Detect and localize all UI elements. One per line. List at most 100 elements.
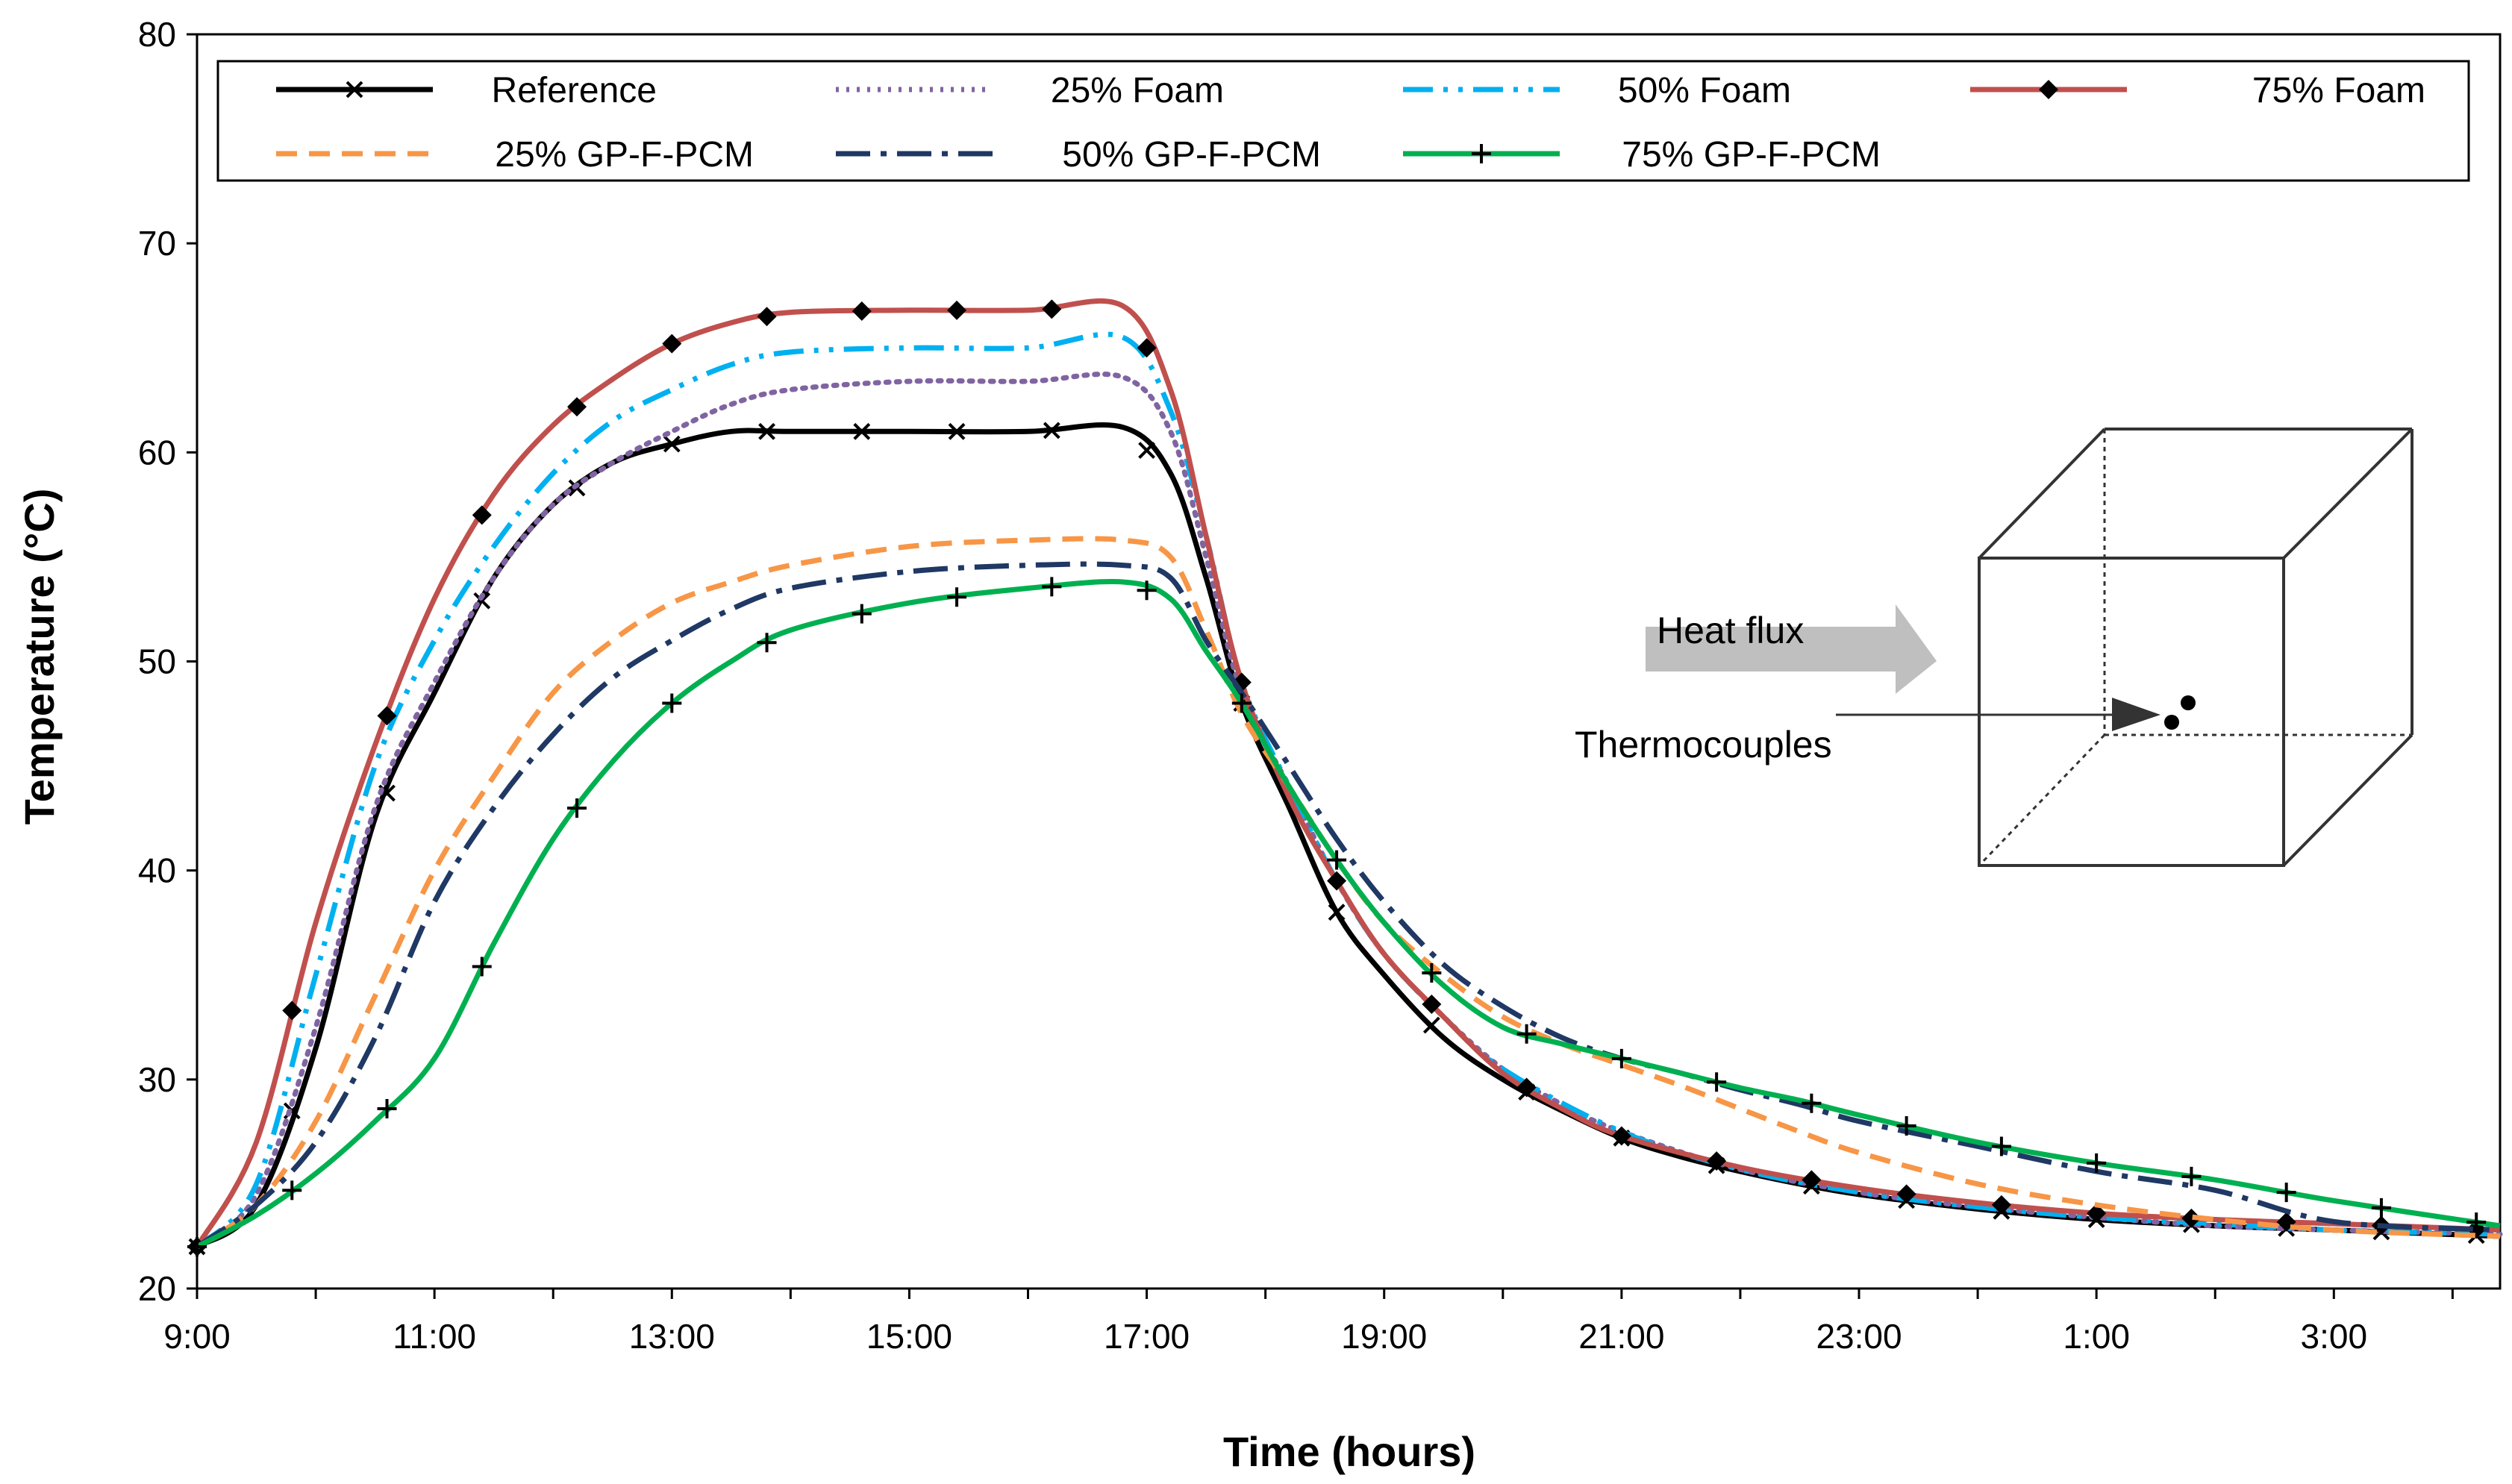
x-tick-label: 13:00: [629, 1317, 715, 1356]
series-marker: [567, 397, 587, 417]
y-tick-label: 50: [138, 642, 176, 681]
series-marker: [2466, 1212, 2487, 1233]
thermocouple-pointer-arrowhead-icon: [2112, 698, 2160, 731]
series-marker: [1707, 1151, 1727, 1171]
series-marker: [1991, 1136, 2011, 1156]
series-marker: [1896, 1184, 1916, 1204]
y-tick-label: 20: [138, 1269, 176, 1308]
series-marker: [1327, 850, 1347, 870]
series-marker: [1422, 962, 1442, 983]
x-tick-label: 9:00: [163, 1317, 231, 1356]
series-marker: [663, 435, 681, 453]
thermocouple-dot-2: [2164, 715, 2179, 730]
series-marker: [1611, 1126, 1631, 1146]
series-marker: [758, 422, 775, 440]
series-marker: [1328, 904, 1346, 921]
series-marker: [947, 300, 967, 320]
y-tick-label: 80: [138, 15, 176, 54]
series-marker: [567, 798, 587, 818]
series-marker: [1422, 1016, 1440, 1034]
series-25-foam: [194, 372, 2503, 1250]
series-marker: [662, 334, 682, 354]
y-axis-title: Temperature (°C): [16, 489, 63, 825]
series-marker: [282, 1001, 302, 1021]
series-marker: [947, 587, 967, 607]
series-marker: [377, 706, 397, 726]
y-axis-ticks: 20 30 40 50 60 70 80: [138, 15, 197, 1308]
legend-marker: [1472, 144, 1491, 163]
series-marker: [1802, 1170, 1822, 1190]
series-marker: [1707, 1072, 1727, 1092]
series-marker: [1138, 442, 1155, 459]
series-marker: [2181, 1208, 2202, 1228]
series-50-gp-f-pcm: [195, 561, 2501, 1249]
series-marker: [1042, 299, 1062, 319]
series-marker: [2276, 1183, 2296, 1203]
cube-inset-diagram: Heat flux Thermocouples: [1575, 428, 2413, 867]
series-marker: [1896, 1116, 1916, 1136]
series-marker: [1516, 1024, 1537, 1044]
cube-icon: [1978, 428, 2413, 867]
legend-label: 50% GP-F-PCM: [1062, 135, 1321, 175]
series-marker: [1991, 1195, 2011, 1215]
series-marker: [377, 1099, 397, 1119]
x-tick-label: 23:00: [1816, 1317, 1902, 1356]
y-tick-label: 40: [138, 851, 176, 890]
legend: Reference 25% Foam 50% Foam 75% Foam 25% GP-…: [216, 60, 2470, 182]
series-marker: [1043, 422, 1060, 439]
series-marker: [948, 422, 966, 440]
series-marker: [2181, 1166, 2202, 1186]
y-tick-label: 60: [138, 433, 176, 472]
x-tick-label: 17:00: [1104, 1317, 1190, 1356]
series-line: [194, 298, 2501, 1248]
series-marker: [472, 957, 492, 977]
series-marker: [852, 301, 872, 321]
series-75-foam: [187, 298, 2501, 1256]
series-marker: [1516, 1077, 1537, 1098]
heat-flux-label: Heat flux: [1657, 610, 1804, 651]
legend-entry: Reference: [276, 71, 657, 110]
x-tick-label: 15:00: [866, 1317, 952, 1356]
x-tick-label: 3:00: [2301, 1317, 2368, 1356]
x-tick-label: 19:00: [1341, 1317, 1427, 1356]
series-marker: [1231, 693, 1252, 713]
series-marker: [472, 505, 492, 525]
legend-label: 75% GP-F-PCM: [1622, 135, 1881, 175]
legend-marker: [346, 81, 363, 98]
series-75-gp-f-pcm: [187, 577, 2501, 1256]
legend-label: Reference: [492, 71, 657, 110]
series-marker: [1137, 338, 1157, 358]
y-tick-label: 30: [138, 1060, 176, 1099]
series-marker: [282, 1180, 302, 1200]
series-marker: [2371, 1197, 2391, 1218]
legend-label: 50% Foam: [1618, 71, 1791, 110]
series-line: [194, 372, 2503, 1250]
series-marker: [852, 604, 872, 624]
y-tick-label: 70: [138, 224, 176, 263]
x-tick-label: 11:00: [393, 1317, 476, 1356]
series-marker: [662, 693, 682, 713]
x-axis-ticks: 9:00 11:00 13:00 15:00 17:00 19:00 21:00 23:00 1…: [163, 1289, 2454, 1356]
cube-hidden-edges: [1978, 429, 2412, 867]
series-marker: [853, 422, 871, 440]
heat-flux-arrow-icon: [1646, 604, 1937, 694]
series-marker: [2087, 1203, 2107, 1224]
legend-marker: [2039, 80, 2058, 99]
series-marker: [1802, 1093, 1822, 1113]
x-axis-title: Time (hours): [1223, 1428, 1475, 1475]
series-marker: [1327, 871, 1347, 891]
legend-entry: 50% Foam: [1403, 71, 1791, 110]
legend-label: 25% Foam: [1051, 71, 1224, 110]
series-marker: [2087, 1153, 2107, 1173]
thermocouples-label: Thermocouples: [1575, 724, 1832, 766]
legend-label: 75% Foam: [2252, 71, 2425, 110]
x-tick-label: 1:00: [2063, 1317, 2130, 1356]
series-marker: [1422, 994, 1442, 1014]
series-marker: [1042, 577, 1062, 597]
thermocouple-dot-1: [2181, 695, 2196, 710]
legend-entry: 25% Foam: [836, 71, 1224, 110]
x-tick-label: 21:00: [1578, 1317, 1664, 1356]
series-line: [195, 561, 2501, 1249]
series-marker: [757, 307, 777, 327]
